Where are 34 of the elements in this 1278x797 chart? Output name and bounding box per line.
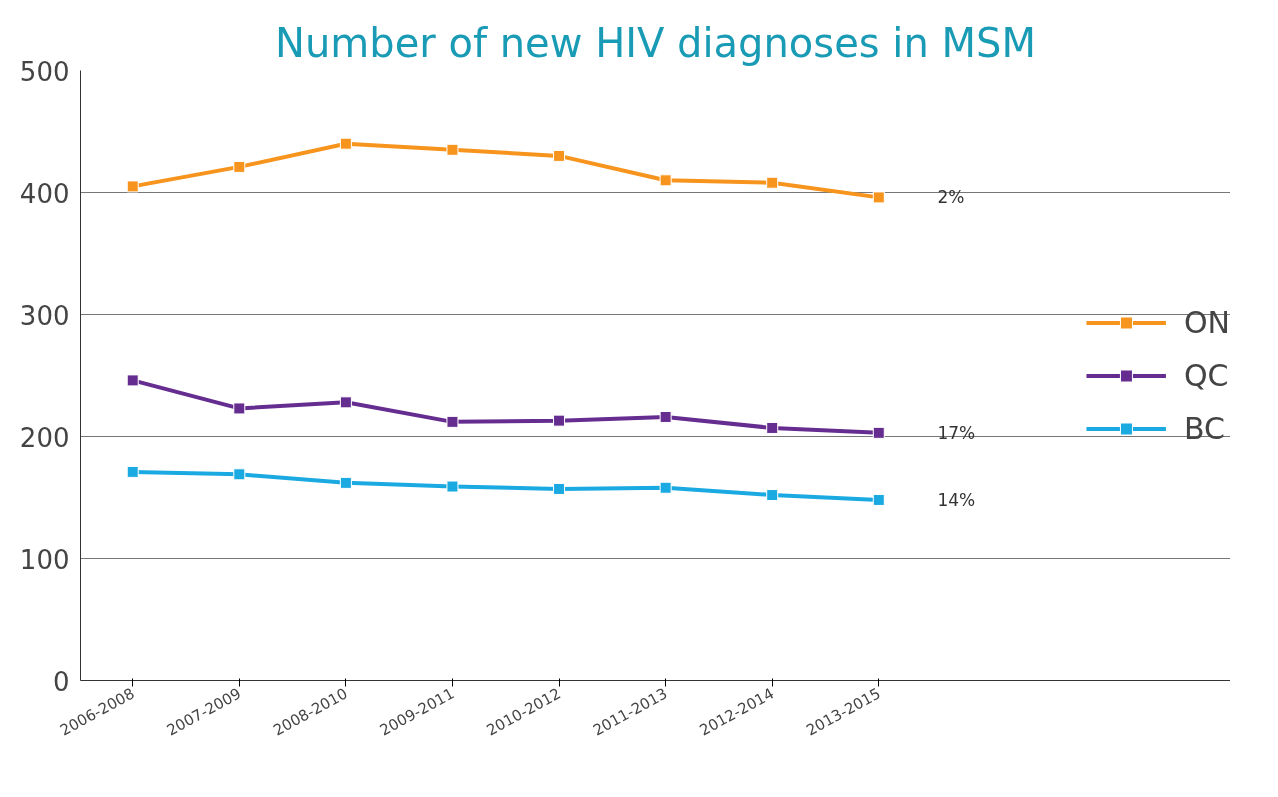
point (766, 489, 779, 502)
y-tick-label: 100 (19, 544, 70, 575)
point (233, 402, 246, 415)
point (339, 476, 352, 489)
y-tick-label: 300 (19, 300, 70, 331)
point (553, 414, 566, 427)
point (446, 480, 459, 493)
point (872, 493, 885, 506)
point (872, 426, 885, 439)
point (126, 374, 139, 387)
point (126, 465, 139, 478)
point (553, 149, 566, 162)
point (766, 421, 779, 434)
text: 14% (937, 489, 976, 510)
y-tick-label: 400 (19, 178, 70, 209)
point (233, 160, 246, 173)
point (872, 191, 885, 204)
text: 2% (937, 187, 965, 208)
point (126, 180, 139, 193)
legend-label: ON (1183, 304, 1230, 340)
point (659, 481, 672, 494)
point (553, 482, 566, 495)
point (339, 396, 352, 409)
point (766, 176, 779, 189)
point (446, 415, 459, 428)
chart-title: Number of new HIV diagnoses in MSM (275, 19, 1036, 66)
point (446, 143, 459, 156)
point (233, 468, 246, 481)
point (339, 137, 352, 150)
y-tick-label: 500 (19, 56, 70, 87)
legend-label: QC (1183, 357, 1229, 393)
point (659, 410, 672, 423)
y-tick-label: 200 (19, 422, 70, 453)
point (659, 174, 672, 187)
